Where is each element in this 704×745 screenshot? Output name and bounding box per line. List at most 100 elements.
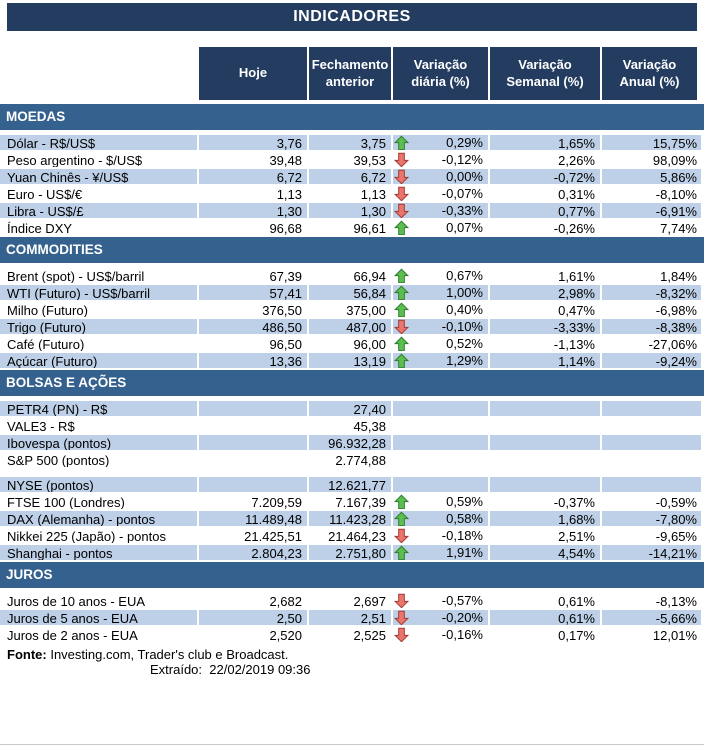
cell-variacao-anual-value: -5,66% (655, 611, 697, 625)
cell-variacao-semanal-value: 0,47% (558, 303, 595, 317)
cell-variacao-anual: -9,65% (602, 528, 701, 543)
column-header-variacao-semanal: Variação Semanal (%) (490, 47, 600, 100)
cell-variacao-semanal-value: 0,61% (558, 611, 595, 625)
cell-fechamento-anterior-value: 96.932,28 (328, 436, 386, 450)
cell-label-value: Shanghai - pontos (7, 546, 113, 560)
cell-variacao-semanal: 1,68% (490, 511, 600, 526)
cell-hoje-value: 2,682 (269, 594, 302, 608)
cell-variacao-semanal-value: 0,31% (558, 187, 595, 201)
cell-fechamento-anterior: 13,19 (309, 353, 391, 368)
cell-variacao-semanal: -0,72% (490, 169, 600, 184)
cell-hoje-value: 7.209,59 (251, 495, 302, 509)
cell-variacao-semanal (490, 452, 600, 467)
table-row-libra-us: Libra - US$/£ 1,30 1,30 -0,33% 0,77% -6,91% (0, 203, 704, 220)
cell-variacao-semanal-value: -0,37% (553, 495, 595, 509)
arrow-down-icon (394, 152, 411, 167)
cell-fechamento-anterior: 11.423,28 (309, 511, 391, 526)
cell-variacao-anual: -9,24% (602, 353, 701, 368)
cell-hoje: 3,76 (199, 135, 307, 150)
cell-variacao-semanal-value: 1,61% (558, 269, 595, 283)
cell-label: Juros de 10 anos - EUA (0, 593, 197, 608)
cell-label-value: VALE3 - R$ (7, 419, 75, 433)
cell-fechamento-anterior: 7.167,39 (309, 494, 391, 509)
arrow-down-icon (394, 169, 411, 184)
cell-variacao-anual: -8,10% (602, 186, 701, 201)
cell-variacao-semanal-value: -0,72% (553, 170, 595, 184)
cell-variacao-semanal: 1,65% (490, 135, 600, 150)
cell-fechamento-anterior-value: 487,00 (346, 320, 386, 334)
cell-variacao-anual: -6,98% (602, 302, 701, 317)
cell-variacao-semanal: 2,98% (490, 285, 600, 300)
cell-variacao-semanal-value: 4,54% (558, 546, 595, 560)
table-row-vale3-r: VALE3 - R$ 45,38 (0, 418, 704, 435)
cell-variacao-semanal-value: -0,26% (553, 221, 595, 235)
cell-variacao-anual-value: 5,86% (660, 170, 697, 184)
cell-variacao-diaria-value: 0,40% (446, 302, 483, 317)
cell-fechamento-anterior: 56,84 (309, 285, 391, 300)
arrow-up-icon (394, 220, 411, 235)
table-row-nikkei-225-jap-o-pontos: Nikkei 225 (Japão) - pontos 21.425,51 21.4… (0, 528, 704, 545)
cell-label: Ibovespa (pontos) (0, 435, 197, 450)
table-row-juros-de-10-anos-eua: Juros de 10 anos - EUA 2,682 2,697 -0,57% 0,… (0, 593, 704, 610)
cell-hoje (199, 435, 307, 450)
table-row-caf-futuro: Café (Futuro) 96,50 96,00 0,52% -1,13% -27,06… (0, 336, 704, 353)
cell-variacao-diaria: -0,20% (393, 610, 488, 625)
cell-fechamento-anterior: 45,38 (309, 418, 391, 433)
cell-variacao-diaria: -0,10% (393, 319, 488, 334)
cell-variacao-anual-value: -8,38% (655, 320, 697, 334)
cell-variacao-semanal (490, 418, 600, 433)
arrow-up-icon (394, 285, 411, 300)
cell-variacao-anual-value: -27,06% (648, 337, 697, 351)
cell-variacao-semanal-value: 1,68% (558, 512, 595, 526)
cell-fechamento-anterior-value: 2,697 (353, 594, 386, 608)
cell-fechamento-anterior-value: 96,61 (353, 221, 386, 235)
cell-variacao-diaria-value: 1,29% (446, 353, 483, 368)
cell-variacao-diaria-value: -0,10% (441, 319, 483, 334)
cell-fechamento-anterior-value: 56,84 (353, 286, 386, 300)
cell-fechamento-anterior-value: 6,72 (360, 170, 386, 184)
cell-label-value: Juros de 5 anos - EUA (7, 611, 138, 625)
cell-fechamento-anterior-value: 2.751,80 (335, 546, 386, 560)
table-row-trigo-futuro: Trigo (Futuro) 486,50 487,00 -0,10% -3,33% -8… (0, 319, 704, 336)
cell-hoje: 7.209,59 (199, 494, 307, 509)
cell-variacao-diaria (393, 418, 488, 433)
cell-variacao-anual-value: -9,65% (655, 529, 697, 543)
cell-label-value: Brent (spot) - US$/barril (7, 269, 145, 283)
cell-fechamento-anterior: 2,51 (309, 610, 391, 625)
cell-variacao-diaria-value: -0,57% (441, 593, 483, 608)
cell-hoje: 376,50 (199, 302, 307, 317)
cell-variacao-anual-value: -0,59% (655, 495, 697, 509)
cell-fechamento-anterior: 96,61 (309, 220, 391, 235)
cell-label-value: Yuan Chinês - ¥/US$ (7, 170, 129, 184)
cell-variacao-diaria: 0,29% (393, 135, 488, 150)
cell-hoje: 39,48 (199, 152, 307, 167)
cell-fechamento-anterior-value: 45,38 (353, 419, 386, 433)
cell-label-value: Dólar - R$/US$ (7, 136, 96, 150)
table-row-ndice-dxy: Índice DXY 96,68 96,61 0,07% -0,26% 7,74% (0, 220, 704, 237)
cell-variacao-semanal: 1,61% (490, 268, 600, 283)
extracted-value: 22/02/2019 09:36 (209, 662, 311, 677)
cell-hoje-value: 13,36 (269, 354, 302, 368)
cell-fechamento-anterior: 3,75 (309, 135, 391, 150)
cell-variacao-semanal: 0,17% (490, 627, 600, 642)
column-header-variacao-anual: Variação Anual (%) (602, 47, 697, 100)
cell-variacao-diaria-value: -0,18% (441, 528, 483, 543)
cell-fechamento-anterior: 487,00 (309, 319, 391, 334)
cell-variacao-anual: -6,91% (602, 203, 701, 218)
cell-hoje: 96,68 (199, 220, 307, 235)
cell-variacao-diaria-value: -0,12% (441, 152, 483, 167)
cell-hoje-value: 11.489,48 (245, 512, 302, 526)
cell-variacao-anual (602, 435, 701, 450)
cell-label: Trigo (Futuro) (0, 319, 197, 334)
table-row-a-car-futuro: Açúcar (Futuro) 13,36 13,19 1,29% 1,14% -9,24… (0, 353, 704, 370)
cell-fechamento-anterior: 12.621,77 (309, 477, 391, 492)
cell-hoje: 2.804,23 (199, 545, 307, 560)
cell-hoje: 21.425,51 (199, 528, 307, 543)
arrow-up-icon (394, 135, 411, 150)
cell-hoje: 96,50 (199, 336, 307, 351)
cell-variacao-anual (602, 452, 701, 467)
table-row-nyse-pontos: NYSE (pontos) 12.621,77 (0, 477, 704, 494)
cell-variacao-anual: 1,84% (602, 268, 701, 283)
section-header-bolsas-e-a-es: BOLSAS E AÇÕES (0, 370, 704, 396)
cell-variacao-semanal: 0,61% (490, 610, 600, 625)
